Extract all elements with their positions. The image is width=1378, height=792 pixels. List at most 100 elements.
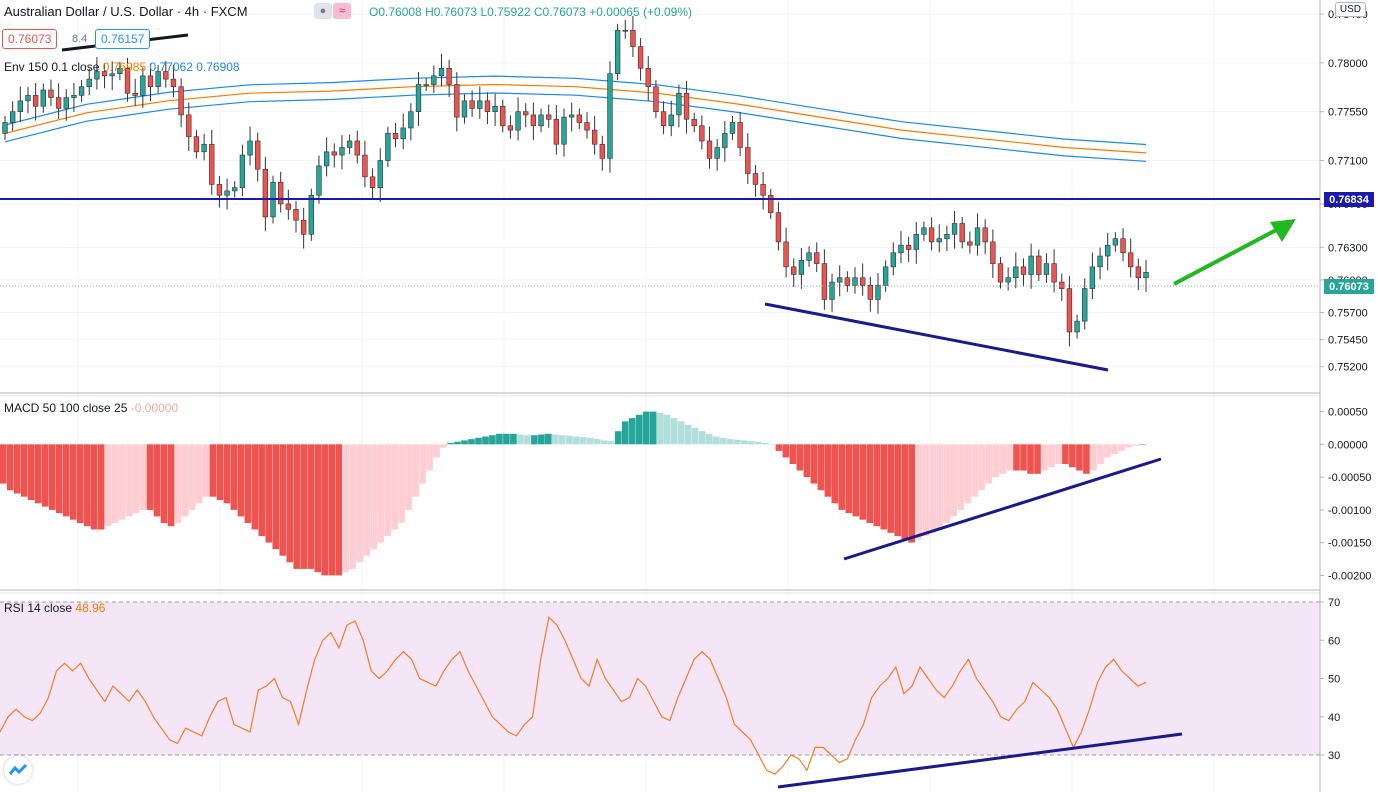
candle [1135, 258, 1142, 291]
candle [1020, 258, 1027, 287]
macd-bar [433, 444, 440, 458]
symbol-legend[interactable]: Australian Dollar / U.S. Dollar · 4h · F… [4, 4, 248, 19]
candle [101, 63, 108, 89]
candle [247, 126, 253, 166]
macd-bar [216, 444, 224, 500]
envelope-legend[interactable]: Env 150 0.1 close 0.76985 0.77062 0.7690… [4, 60, 240, 74]
green-arrow [1173, 219, 1296, 286]
candle [553, 104, 560, 155]
close-value: C0.76073 [533, 5, 586, 19]
macd-bar [153, 444, 161, 517]
macd-bar [887, 444, 895, 533]
candle [423, 78, 429, 92]
macd-bar [349, 444, 357, 569]
macd-bar [859, 444, 867, 520]
candle [530, 102, 537, 141]
macd-legend[interactable]: MACD 50 100 close 25 -0.00000 [4, 401, 178, 415]
tradingview-logo-icon[interactable] [4, 756, 32, 784]
candle [1105, 232, 1111, 271]
macd-bar [230, 444, 238, 510]
candle [538, 108, 544, 133]
candle [622, 19, 628, 39]
currency-button[interactable]: USD [1334, 2, 1366, 17]
candle [752, 165, 759, 197]
macd-bar [489, 435, 496, 445]
rsi-legend[interactable]: RSI 14 close 48.96 [4, 601, 105, 615]
macd-bar [475, 437, 482, 445]
macd-bar [447, 443, 454, 445]
macd-bar [999, 444, 1006, 474]
macd-bar [845, 444, 853, 514]
macd-bar [601, 440, 608, 445]
candle [959, 216, 965, 249]
macd-bar [740, 440, 748, 445]
candle [400, 113, 406, 150]
macd-bar [894, 444, 902, 537]
symbol-name: Australian Dollar / U.S. Dollar [4, 4, 174, 19]
candle [599, 135, 605, 171]
candle [362, 140, 368, 188]
candle [668, 100, 674, 137]
axis-tick-label: 0.75200 [1328, 362, 1368, 374]
candle [974, 213, 981, 256]
candle [507, 115, 514, 139]
macd-bar [461, 440, 468, 445]
axis-tick-label: 60 [1328, 635, 1340, 647]
macd-bar [580, 437, 587, 445]
macd-bar [1118, 444, 1125, 451]
candle [9, 101, 16, 131]
macd-bar [1020, 444, 1027, 471]
rsi-value: 48.96 [75, 601, 106, 615]
macd-histogram [0, 411, 1146, 576]
macd-bar [132, 444, 140, 514]
macd-bar [901, 444, 909, 540]
ohlc-values: O0.76008 H0.76073 L0.75922 C0.76073 +0.0… [369, 5, 692, 19]
buy-button[interactable]: 0.76157 [95, 29, 151, 49]
macd-bar [426, 444, 433, 471]
candle [25, 86, 31, 114]
candle [576, 108, 583, 130]
macd-bar [796, 444, 804, 471]
candle [346, 134, 353, 155]
candle [714, 139, 720, 171]
candle [369, 168, 376, 201]
axis-tick-label: -0.00100 [1328, 505, 1371, 517]
macd-bar [628, 418, 636, 445]
macd-bar [62, 444, 70, 517]
candle [78, 80, 85, 102]
macd-bar [985, 444, 992, 484]
candle [354, 130, 360, 164]
candle [1013, 252, 1019, 289]
macd-value: -0.00000 [130, 401, 179, 415]
macd-bar [691, 427, 699, 445]
candle [339, 135, 345, 170]
candle [1143, 259, 1149, 293]
envelope-lower-line [4, 92, 1147, 162]
candle [1036, 249, 1042, 281]
macd-axis: 0.00050 0.00000 -0.00050 -0.00100 -0.00150 -0… [1320, 407, 1371, 582]
candle [691, 112, 697, 133]
macd-bar [566, 435, 573, 445]
candle [1043, 253, 1050, 283]
candle [55, 83, 62, 119]
eye-icon[interactable]: ● [314, 3, 332, 19]
macd-bar [531, 435, 538, 445]
candle [94, 57, 100, 90]
sell-button[interactable]: 0.76073 [2, 29, 58, 49]
macd-bar [1125, 444, 1132, 448]
macd-bar [272, 444, 280, 550]
change-value: +0.00065 (+0.09%) [589, 5, 692, 19]
axis-tick-label: -0.00150 [1328, 538, 1371, 550]
compare-icon[interactable]: ≈ [333, 3, 351, 19]
macd-bar [0, 444, 7, 484]
macd-bar [363, 444, 371, 556]
macd-bar [635, 414, 643, 445]
macd-bar [1097, 444, 1104, 464]
candle [890, 242, 896, 276]
candle [515, 97, 521, 141]
macd-trendline [843, 457, 1162, 561]
macd-bar [342, 444, 350, 573]
axis-tick-label: 30 [1328, 750, 1340, 762]
candle [117, 61, 123, 81]
candle [461, 94, 468, 124]
